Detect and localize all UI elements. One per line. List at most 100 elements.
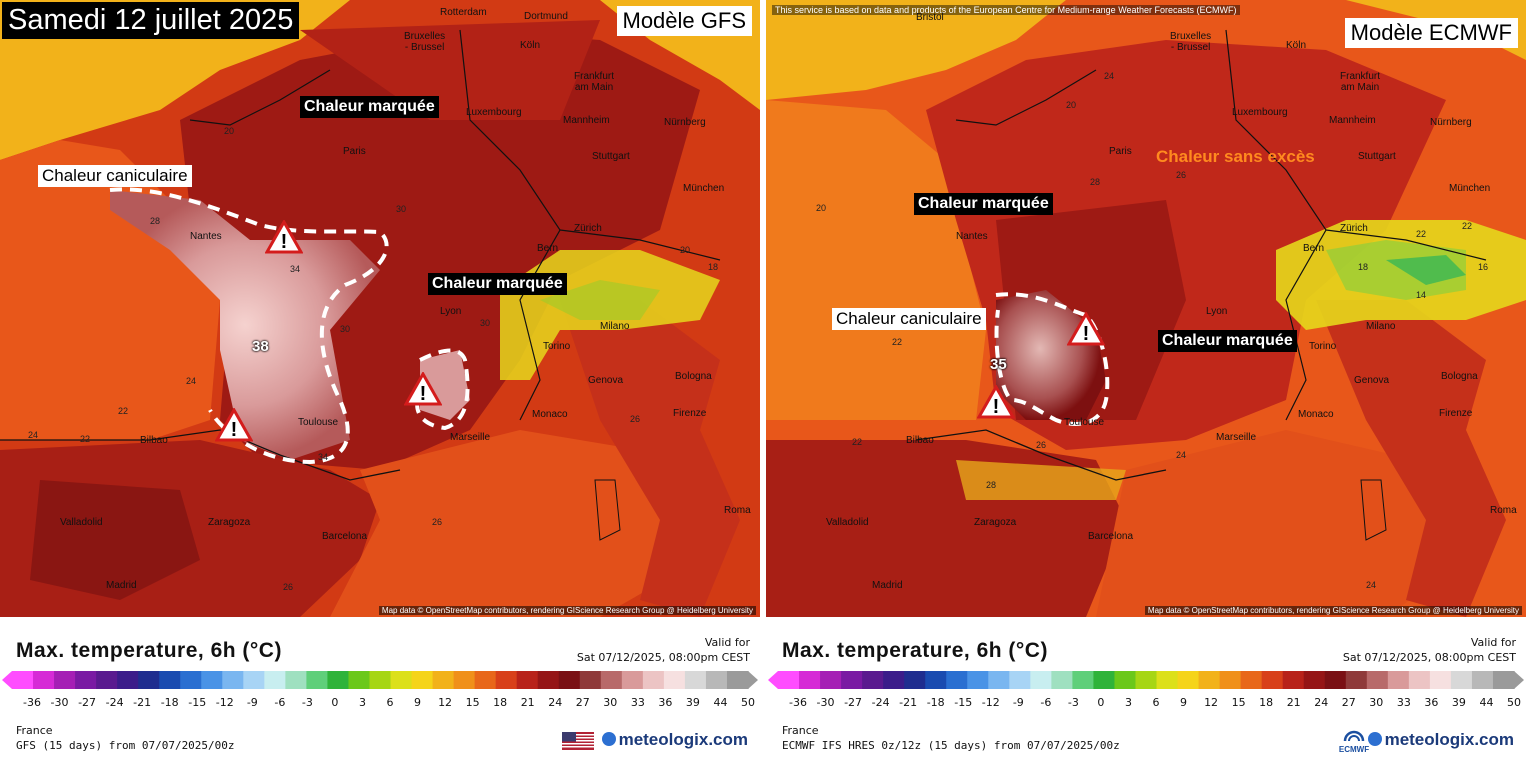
ecmwf-map[interactable]: This service is based on data and produc… [766,0,1526,617]
city-label: Bologna [1441,371,1478,382]
label-chaleur-marquee-east: Chaleur marquée [428,273,567,295]
ecmwf-logo-icon [1343,730,1365,742]
isotherm-value: 26 [1176,170,1187,180]
scale-tick-label: 0 [1097,696,1105,709]
isotherm-value: 24 [1366,580,1377,590]
max-temp-value: 35 [990,356,1007,373]
isotherm-value: 26 [630,414,641,424]
color-scale-swatch [1072,671,1095,689]
scale-tick-label: -21 [133,696,152,709]
city-label: Rotterdam [440,7,487,18]
isotherm-value: 30 [340,324,351,334]
scale-tick-label: -3 [1067,696,1079,709]
city-label: München [683,183,725,194]
color-scale-swatch [1156,671,1179,689]
color-scale-swatch [474,671,497,689]
scale-tick-label: -9 [1012,696,1024,709]
scale-arrow-left-icon [768,671,778,689]
model-badge-gfs: Modèle GFS [616,6,752,36]
isotherm-value: 30 [396,204,407,214]
ecmwf-map-canvas [766,0,1526,617]
scale-tick-label: 9 [1180,696,1188,709]
scale-tick-label: -24 [105,696,124,709]
isotherm-value: 24 [1176,450,1187,460]
city-label: Bologna [675,371,712,382]
isotherm-value: 28 [986,480,997,490]
label-chaleur-marquee-east: Chaleur marquée [1158,330,1297,352]
color-scale-swatch [663,671,686,689]
color-scale-swatch [1030,671,1052,689]
isotherm-value: 22 [1416,229,1427,239]
model-run-label: GFS (15 days) from 07/07/2025/00z [16,739,235,752]
scale-tick-label: -24 [871,696,890,709]
color-scale-swatch [904,671,926,689]
city-label: Frankfurt am Main [1340,71,1381,93]
city-label: Bruxelles - Brussel [404,31,446,53]
color-scale-swatch [264,671,286,689]
city-label: Monaco [532,409,568,420]
city-label: Bruxelles - Brussel [1170,31,1212,53]
scale-tick-label: 27 [1341,696,1356,709]
color-scale-swatch [642,671,665,689]
scale-tick-label: 39 [685,696,700,709]
color-scale-swatch [54,671,76,689]
isotherm-value: 26 [283,582,294,592]
city-label: Nürnberg [664,117,706,128]
color-scale-swatch [222,671,244,689]
color-scale-swatch [537,671,560,689]
isotherm-value: 20 [1066,100,1077,110]
color-scale-swatch [1240,671,1263,689]
color-scale-swatch [348,671,371,689]
isotherm-value: 22 [892,337,903,347]
city-label: Lyon [1206,306,1228,317]
scale-tick-label: 15 [465,696,480,709]
map-date-title: Samedi 12 juillet 2025 [2,2,300,39]
color-scale-swatch [1366,671,1389,689]
isotherm-value: 34 [318,452,329,462]
color-scale-swatch [726,671,749,689]
svg-text:!: ! [993,396,1000,418]
color-scale-swatch [432,671,455,689]
meteologix-logo[interactable]: meteologix.com [1367,730,1514,750]
scale-tick-label: -30 [816,696,835,709]
city-label: Barcelona [322,531,368,542]
city-label: München [1449,183,1491,194]
scale-tick-label: -27 [78,696,97,709]
scale-tick-label: 12 [1204,696,1219,709]
color-scale-swatch [390,671,413,689]
color-scale-swatch [1408,671,1431,689]
isotherm-value: 22 [80,434,91,444]
warning-icon: ! [404,372,442,406]
label-chaleur-sans-exces: Chaleur sans excès [1156,147,1315,166]
color-scale-swatch [1177,671,1200,689]
city-label: Genova [588,375,624,386]
scale-tick-label: 50 [1507,696,1521,709]
city-label: Luxembourg [466,107,522,118]
legend-gfs: Max. temperature, 6h (°C) Valid for Sat … [0,617,760,760]
scale-tick-label: 33 [1396,696,1411,709]
color-scale-swatch [967,671,989,689]
color-scale-swatch [1135,671,1158,689]
meteologix-logo[interactable]: meteologix.com [601,730,748,750]
warning-icon: ! [265,220,303,254]
legend-title: Max. temperature, 6h (°C) [782,639,1048,662]
city-label: Nürnberg [1430,117,1472,128]
color-scale-swatch [33,671,55,689]
color-scale-swatch [75,671,97,689]
color-scale-swatch [411,671,434,689]
scale-tick-label: 24 [1314,696,1329,709]
city-label: Köln [520,40,541,51]
isotherm-value: 30 [480,318,491,328]
ecmwf-panel: This service is based on data and produc… [766,0,1526,760]
map-attribution: Map data © OpenStreetMap contributors, r… [378,606,756,615]
isotherm-value: 24 [1104,71,1115,81]
gfs-map[interactable]: Samedi 12 juillet 2025 Modèle GFS Chaleu… [0,0,760,617]
color-scale-swatch [1282,671,1305,689]
city-label: Toulouse [1064,417,1105,428]
warning-icon: ! [215,408,253,442]
scale-tick-label: 30 [1369,696,1384,709]
color-scale-swatch [862,671,884,689]
isotherm-value: 20 [224,126,235,136]
color-scale-swatch [453,671,476,689]
scale-tick-label: 50 [741,696,755,709]
